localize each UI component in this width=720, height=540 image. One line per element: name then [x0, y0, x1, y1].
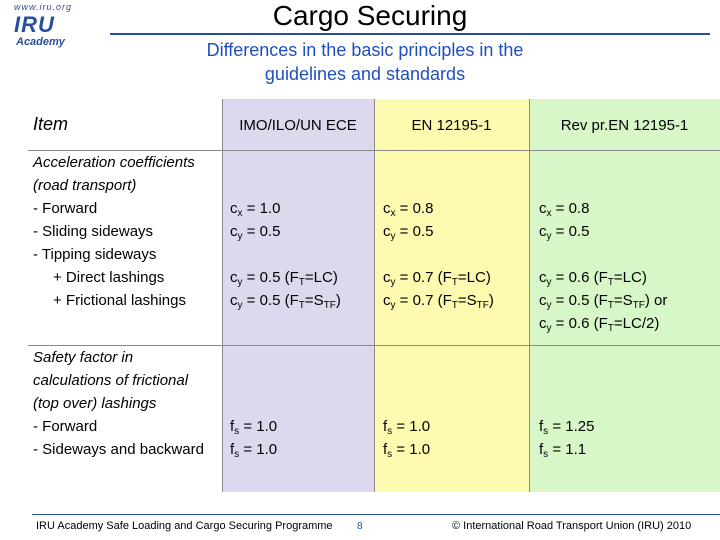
- value-line: fs = 1.0: [383, 441, 431, 460]
- grid-hline: [28, 345, 720, 346]
- label-calculations: calculations of frictional: [33, 372, 189, 389]
- label-frictional: + Frictional lashings: [53, 292, 186, 309]
- grid-hline: [28, 150, 720, 151]
- value-line: fs = 1.0: [230, 441, 278, 460]
- imo-safety-factor: fs = 1.0 fs = 1.0: [230, 415, 277, 461]
- value-line: cy = 0.5 (FT=STF): [230, 292, 341, 311]
- value-line: cy = 0.7 (FT=STF): [383, 292, 494, 311]
- header-item: Item: [33, 114, 69, 134]
- grid-vline: [529, 99, 530, 492]
- value-line: cy = 0.5 (FT=STF) or: [539, 292, 668, 311]
- slide-title: Cargo Securing: [272, 0, 468, 31]
- value-line: fs = 1.0: [383, 418, 431, 437]
- label-sideways-backward: - Sideways and backward: [33, 441, 204, 458]
- value-line: cx = 0.8: [383, 200, 434, 219]
- section1-labels: Acceleration coefficients (road transpor…: [33, 151, 195, 312]
- title-rule: [110, 33, 710, 35]
- header-en: EN 12195-1: [411, 117, 492, 134]
- imo-accel-tipping: cy = 0.5 (FT=LC) cy = 0.5 (FT=STF): [230, 266, 341, 312]
- header-imo: IMO/ILO/UN ECE: [239, 117, 357, 134]
- label-tipping: - Tipping sideways: [33, 246, 157, 263]
- footer-rule: [32, 514, 720, 515]
- column-bg-imo: [222, 99, 374, 492]
- label-forward: - Forward: [33, 418, 98, 435]
- header-rev: Rev pr.EN 12195-1: [560, 117, 689, 134]
- value-line: cy = 0.6 (FT=LC): [539, 269, 647, 288]
- en-safety-factor: fs = 1.0 fs = 1.0: [383, 415, 430, 461]
- subtitle-line: Differences in the basic principles in t…: [206, 40, 524, 60]
- subtitle-line: guidelines and standards: [264, 64, 466, 84]
- value-line: cy = 0.6 (FT=LC/2): [539, 315, 660, 334]
- value-line: cx = 0.8: [539, 200, 590, 219]
- column-bg-en: [374, 99, 529, 492]
- label-safety-factor: Safety factor in: [33, 349, 134, 366]
- label-road-transport: (road transport): [33, 177, 137, 194]
- en-accel-forward: cx = 0.8 cy = 0.5: [383, 197, 433, 243]
- logo-url: www.iru.org: [14, 2, 73, 12]
- logo-name: IRU: [14, 12, 55, 37]
- rev-safety-factor: fs = 1.25 fs = 1.1: [539, 415, 594, 461]
- slide-subtitle: Differences in the basic principles in t…: [150, 38, 580, 86]
- iru-academy-logo: www.iru.org IRU Academy: [6, 2, 76, 50]
- value-line: fs = 1.1: [539, 441, 587, 460]
- label-sliding: - Sliding sideways: [33, 223, 154, 240]
- section2-labels: Safety factor in calculations of frictio…: [33, 346, 204, 461]
- imo-accel-forward: cx = 1.0 cy = 0.5: [230, 197, 280, 243]
- label-direct: + Direct lashings: [53, 269, 165, 286]
- value-line: fs = 1.0: [230, 418, 278, 437]
- value-line: cy = 0.5: [383, 223, 434, 242]
- logo-academy: Academy: [16, 36, 65, 48]
- page-number: 8: [357, 521, 363, 532]
- footer-copyright: © International Road Transport Union (IR…: [452, 520, 692, 532]
- label-top-over: (top over) lashings: [33, 395, 157, 412]
- column-bg-rev: [529, 99, 720, 492]
- footer-programme: IRU Academy Safe Loading and Cargo Secur…: [36, 520, 333, 532]
- grid-vline: [222, 99, 223, 492]
- rev-accel-tipping: cy = 0.6 (FT=LC) cy = 0.5 (FT=STF) or cy…: [539, 266, 667, 335]
- label-forward: - Forward: [33, 200, 98, 217]
- grid-vline: [374, 99, 375, 492]
- value-line: cy = 0.5: [539, 223, 590, 242]
- value-line: cx = 1.0: [230, 200, 281, 219]
- value-line: cy = 0.5: [230, 223, 281, 242]
- rev-accel-forward: cx = 0.8 cy = 0.5: [539, 197, 589, 243]
- label-acceleration: Acceleration coefficients: [33, 154, 195, 171]
- en-accel-tipping: cy = 0.7 (FT=LC) cy = 0.7 (FT=STF): [383, 266, 494, 312]
- value-line: cy = 0.5 (FT=LC): [230, 269, 338, 288]
- value-line: cy = 0.7 (FT=LC): [383, 269, 491, 288]
- value-line: fs = 1.25: [539, 418, 595, 437]
